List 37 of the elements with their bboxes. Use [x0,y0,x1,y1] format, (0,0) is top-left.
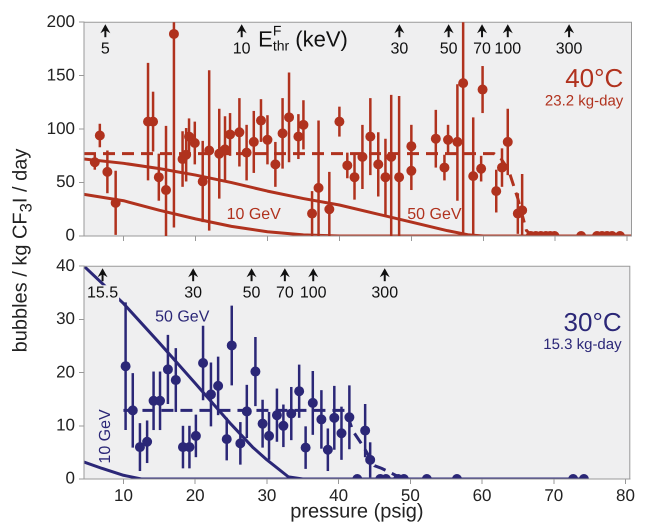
y-tick-label: 100 [46,118,75,138]
x-tick-label: 20 [186,486,205,505]
annotation: 5 [100,40,110,58]
annotation: 70 [473,40,492,58]
annotation: 100 [494,40,522,58]
annotation: 300 [556,40,583,58]
series-label: 10 GeV [226,206,282,224]
text: 10 GeV [97,408,114,464]
y-tick-label: 20 [56,362,75,382]
annotation: 30 [184,284,202,302]
x-tick-label: 80 [616,486,635,505]
annotation: 50 [440,40,458,58]
annotation: 50 [242,284,261,302]
x-tick-label: 70 [544,486,564,505]
annotation: 10 [232,40,251,58]
annotation: 100 [300,284,327,302]
y-tick-label: 40 [56,256,75,275]
annotation: 15.5 [86,284,118,302]
x-tick-label: 10 [114,486,133,505]
annotation: 40°C [565,63,624,94]
annotation: 30°C [564,306,622,337]
series-label: 50 GeV [407,206,462,224]
y-tick-label: 30 [56,309,75,328]
y-tick-label: 10 [56,415,75,434]
annotation: 23.2 kg-day [544,92,624,110]
x-tick-label: 60 [472,486,492,505]
annotation: 300 [371,284,398,302]
y-tick-label: 0 [66,468,75,488]
x-tick-label: 30 [257,486,276,505]
y-tick-label: 150 [46,65,75,84]
annotation: 70 [276,284,294,302]
series-label: 50 GeV [155,308,210,326]
y-tick-label: 50 [56,172,75,192]
y-tick-label: 0 [66,226,75,245]
annotation: 15.3 kg-day [543,336,622,354]
annotation: 30 [390,40,408,58]
y-tick-label: 200 [46,12,75,31]
